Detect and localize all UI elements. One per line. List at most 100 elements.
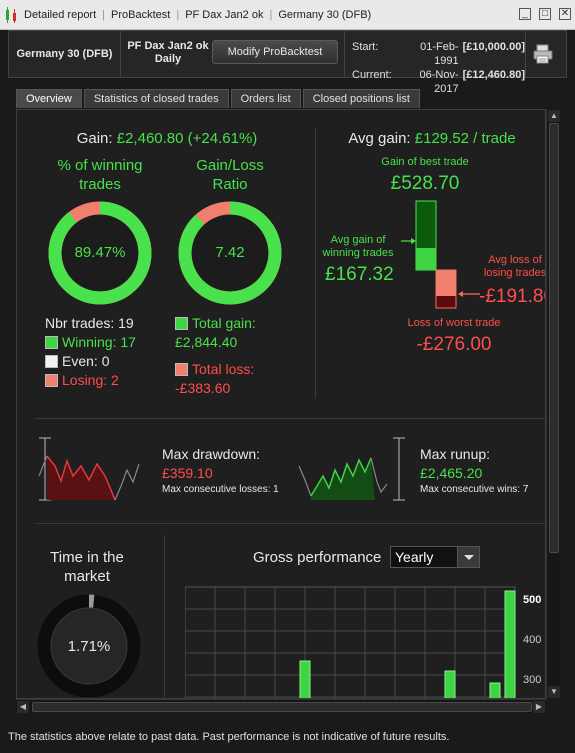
plot-area [185,586,516,698]
runup-title: Max runup: [420,446,491,462]
pct-winning-title-line2: trades [79,176,121,193]
breadcrumb-strategy[interactable]: PF Dax Jan2 ok [185,8,264,21]
vertical-scroll-thumb[interactable] [549,123,559,553]
avg-win-label: Avg gain of winning trades [319,234,397,260]
breadcrumb-separator: | [269,8,273,21]
gain-summary: Gain: £2,460.80 (+24.61%) [17,130,317,147]
breadcrumb-separator: | [102,8,106,21]
section-divider [35,523,545,524]
report-header: Germany 30 (DFB) PF Dax Jan2 ok Daily Mo… [8,30,567,95]
start-capital: [£10,000.00] [462,41,525,53]
gl-ratio-donut [178,201,282,305]
y-tick-label: 300 [523,674,541,686]
strategy-name: PF Dax Jan2 ok [127,40,209,52]
current-date: 06-Nov-2017 [419,69,459,95]
time-in-market-title-line2: market [64,568,110,585]
avg-win-label-line2: winning trades [322,247,394,259]
window-titlebar: Detailed report | ProBacktest | PF Dax J… [0,0,575,30]
vertical-scrollbar[interactable]: ▲ ▼ [546,109,560,699]
time-in-market-title: Time in the market [29,548,145,586]
modify-probacktest-button[interactable]: Modify ProBacktest [212,40,338,64]
breadcrumb-detailed-report[interactable]: Detailed report [24,8,97,21]
period-select[interactable]: Yearly [390,546,480,568]
runup-sub: Max consecutive wins: 7 [420,484,529,495]
avg-gain-value: £129.52 / trade [414,130,516,147]
current-label: Current: [352,69,392,81]
breadcrumb-separator: | [176,8,180,21]
losing-count: Losing: 2 [62,372,119,388]
bar [444,670,456,698]
printer-icon[interactable] [532,43,554,65]
gl-ratio-title-line1: Gain/Loss [196,157,264,174]
report-tabs: Overview Statistics of closed trades Ord… [16,89,420,108]
runup-chart [298,437,405,501]
avg-gain-summary: Avg gain: £129.52 / trade [317,130,545,147]
drawdown-chart [38,437,140,501]
start-date: 01-Feb-1991 [420,41,459,67]
best-trade-label: Gain of best trade [381,156,469,168]
horizontal-scroll-thumb[interactable] [32,702,532,712]
y-tick-label: 500 [523,594,541,606]
scroll-down-icon[interactable]: ▼ [548,686,560,698]
avg-win-value: £167.32 [325,264,394,285]
gl-ratio-title-line2: Ratio [212,176,248,193]
even-swatch [45,355,58,368]
avg-loss-label-line2: losing trades [483,267,546,279]
drawdown-value: £359.10 [162,465,213,481]
avg-trade-bars [401,200,480,309]
section-divider [164,535,165,698]
breadcrumb-instrument[interactable]: Germany 30 (DFB) [278,8,372,21]
total-gain-label: Total gain: [192,315,256,331]
current-capital: [£12,460.80] [462,69,525,81]
date-range: Start: 01-Feb-1991 [£10,000.00] Current:… [344,31,526,95]
instrument-name: Germany 30 (DFB) [9,31,121,77]
avg-loss-value: -£191.80 [479,286,545,307]
time-in-market-donut [37,594,141,698]
section-divider [315,128,316,398]
scroll-up-icon[interactable]: ▲ [548,110,560,122]
gross-performance-title: Gross performance [253,549,382,566]
winning-swatch [45,336,58,349]
worst-trade-label: Loss of worst trade [407,317,501,329]
avg-gain-label: Avg gain: [348,130,411,147]
strategy-info: PF Dax Jan2 ok Daily [122,31,214,77]
maximize-button[interactable]: □ [539,8,551,20]
drawdown-title: Max drawdown: [162,446,261,462]
avg-loss-label-line1: Avg loss of [488,254,542,266]
breadcrumb-probacktest[interactable]: ProBacktest [111,8,171,21]
start-label: Start: [352,41,379,53]
total-gain-loss: Total gain: £2,844.40 Total loss: -£383.… [175,314,256,398]
pct-winning-title: % of winning trades [45,156,155,194]
horizontal-scrollbar[interactable]: ◀ ▶ [16,699,546,713]
disclaimer: The statistics above relate to past data… [0,728,575,753]
drawdown-sub: Max consecutive losses: 1 [162,484,279,495]
runup-value: £2,465.20 [420,465,483,481]
total-loss-swatch [175,363,188,376]
minimize-button[interactable]: _ [519,8,531,20]
gain-label: Gain: [76,130,113,147]
strategy-timeframe: Daily [154,53,182,65]
gl-ratio-value: 7.42 [215,244,245,261]
total-loss-value: -£383.60 [175,380,231,396]
worst-trade-value: -£276.00 [416,334,492,355]
y-tick-label: 400 [523,634,541,646]
best-trade-value: £528.70 [390,173,460,194]
chevron-down-icon[interactable] [457,547,479,567]
tab-closed-positions-list[interactable]: Closed positions list [302,89,420,108]
tab-overview[interactable]: Overview [16,89,82,108]
scroll-left-icon[interactable]: ◀ [17,701,29,713]
winning-count: Winning: 17 [62,334,136,350]
period-select-value: Yearly [395,549,434,565]
app-logo-icon [4,6,20,24]
overview-panel: Gain: £2,460.80 (+24.61%) % of winning t… [16,109,546,699]
tab-statistics-closed-trades[interactable]: Statistics of closed trades [83,89,229,108]
even-count: Even: 0 [62,353,110,369]
time-in-market-title-line1: Time in the [50,549,124,566]
close-button[interactable]: ✕ [559,8,571,20]
gain-value: £2,460.80 (+24.61%) [116,130,258,147]
scroll-right-icon[interactable]: ▶ [533,701,545,713]
section-divider [35,418,545,419]
avg-loss-label: Avg loss of losing trades [475,254,546,280]
tab-orders-list[interactable]: Orders list [230,89,301,108]
gross-performance-chart: 500400300200 [185,586,541,698]
